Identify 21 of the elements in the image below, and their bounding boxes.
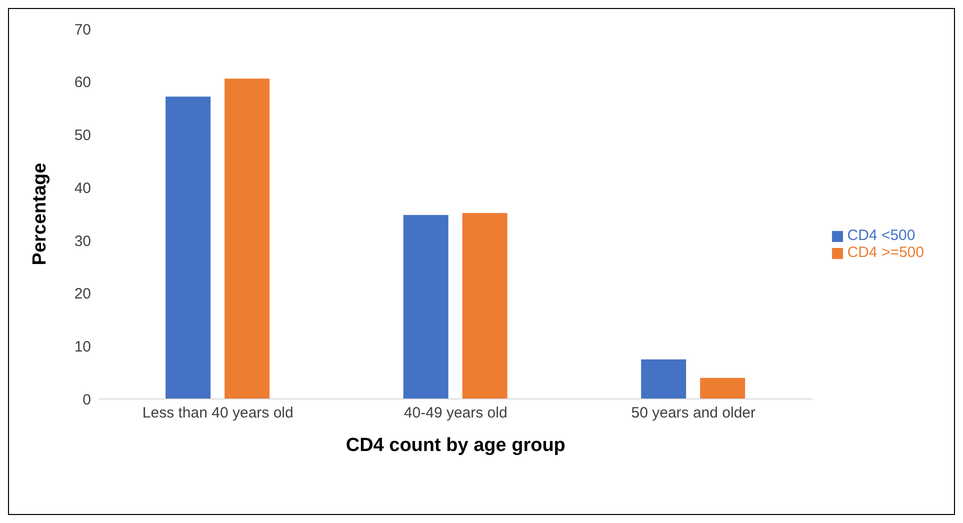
y-tick-label: 20 (74, 286, 91, 303)
x-tick-label: Less than 40 years old (142, 404, 294, 422)
y-tick-label: 50 (74, 127, 91, 144)
bar (403, 215, 448, 399)
x-axis-title: CD4 count by age group (346, 435, 566, 456)
bar (166, 96, 211, 399)
bar (462, 212, 508, 399)
y-tick-label: 40 (74, 180, 91, 197)
x-tick-label: 40-49 years old (404, 404, 508, 422)
y-tick-label: 60 (74, 74, 91, 92)
y-tick-label: 70 (74, 21, 91, 38)
x-tick-label: 50 years and older (631, 404, 756, 422)
bar (224, 78, 270, 399)
y-tick-label: 0 (82, 391, 91, 408)
legend-label: CD4 >=500 (847, 244, 924, 261)
legend-label: CD4 <500 (847, 227, 916, 244)
y-tick-label: 10 (74, 338, 91, 356)
bar (700, 378, 746, 399)
y-axis-title: Percentage (30, 162, 51, 266)
y-tick-label: 30 (74, 232, 91, 250)
bar (641, 359, 686, 399)
